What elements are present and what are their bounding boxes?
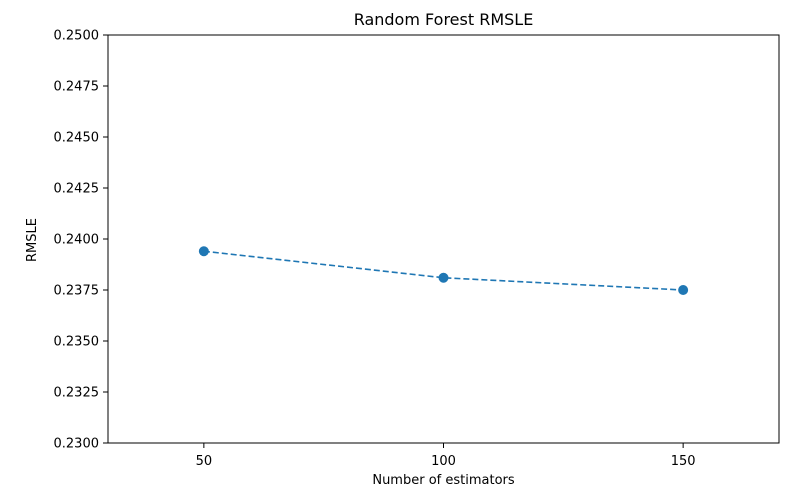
series-line xyxy=(203,250,684,291)
y-tick-label: 0.2375 xyxy=(54,284,100,299)
plot-frame xyxy=(107,34,780,444)
y-tick-label: 0.2450 xyxy=(54,131,100,146)
x-axis: 50 100 150 xyxy=(196,443,696,469)
plot-area xyxy=(107,34,780,444)
y-tick-label: 0.2400 xyxy=(54,233,100,248)
x-tick-label: 50 xyxy=(196,454,213,469)
x-tick-label: 150 xyxy=(671,454,696,469)
x-axis-label: Number of estimators xyxy=(372,473,515,488)
y-tick-label: 0.2325 xyxy=(54,386,100,401)
data-point xyxy=(198,246,209,257)
y-tick-label: 0.2425 xyxy=(54,182,100,197)
y-axis-label: RMSLE xyxy=(25,218,40,262)
y-tick-label: 0.2300 xyxy=(54,437,100,452)
chart-title: Random Forest RMSLE xyxy=(354,10,534,29)
y-tick-label: 0.2500 xyxy=(54,29,100,44)
x-tick-label: 100 xyxy=(431,454,456,469)
y-tick-label: 0.2475 xyxy=(54,80,100,95)
data-point xyxy=(678,285,689,295)
y-tick-label: 0.2350 xyxy=(54,335,100,350)
data-point xyxy=(438,272,449,283)
y-axis: 0.2300 0.2325 0.2350 0.2375 0.2400 0.2425 0.24… xyxy=(54,29,108,452)
